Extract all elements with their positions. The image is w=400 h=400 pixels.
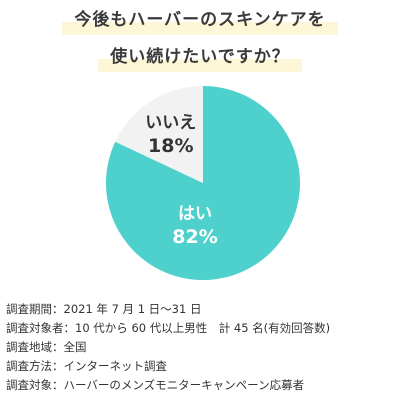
survey-row-subjects: 調査対象者：10 代から 60 代以上男性 計 45 名(有効回答数) [6, 321, 331, 335]
survey-row-region: 調査地域：全国 [6, 340, 87, 354]
survey-value-subjects: 10 代から 60 代以上男性 計 45 名(有効回答数) [75, 321, 331, 335]
survey-row-period: 調査期間：2021 年 7 月 1 日〜31 日 [6, 302, 202, 316]
label-yes: はい [178, 204, 212, 224]
slice-no [115, 86, 203, 183]
survey-key-period: 調査期間 [6, 302, 52, 316]
survey-key-region: 調査地域 [6, 340, 52, 354]
survey-key-subjects: 調査対象者 [6, 321, 64, 335]
title-line-1: 今後もハーバーのスキンケアを [62, 6, 338, 35]
survey-value-region: 全国 [63, 340, 87, 354]
survey-key-method: 調査方法 [6, 359, 52, 373]
label-no: いいえ [145, 113, 196, 133]
survey-row-target: 調査対象：ハーバーのメンズモニターキャンペーン応募者 [6, 378, 305, 392]
survey-key-target: 調査対象 [6, 378, 52, 392]
survey-value-target: ハーバーのメンズモニターキャンペーン応募者 [63, 378, 305, 392]
value-yes: 82% [172, 226, 217, 248]
survey-value-method: インターネット調査 [63, 359, 168, 373]
title-line-2: 使い続けたいですか？ [98, 43, 302, 72]
survey-value-period: 2021 年 7 月 1 日〜31 日 [63, 302, 202, 316]
survey-row-method: 調査方法：インターネット調査 [6, 359, 168, 373]
chart-title: 今後もハーバーのスキンケアを 使い続けたいですか？ [0, 6, 400, 72]
value-no: 18% [148, 135, 193, 157]
survey-info: 調査期間：2021 年 7 月 1 日〜31 日 調査対象者：10 代から 60… [6, 300, 398, 395]
